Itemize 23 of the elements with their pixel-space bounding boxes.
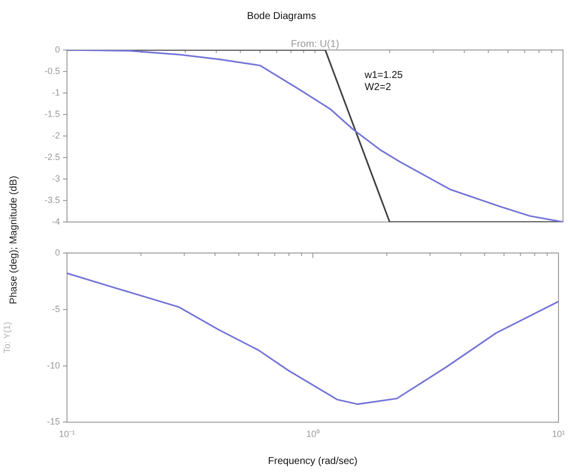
y-tick-label: -3 <box>52 173 60 184</box>
x-tick-label: 10¹ <box>552 429 566 440</box>
y-tick-label: -1.5 <box>44 108 60 119</box>
y-axis-title: To: Y(1) <box>2 322 12 354</box>
y-tick-label: 0 <box>54 247 60 258</box>
x-tick-label: 10⁻¹ <box>58 429 76 440</box>
y-tick-label: -1 <box>52 87 60 98</box>
x-tick-label: 10⁰ <box>306 429 320 440</box>
annotation: From: U(1) <box>290 39 340 50</box>
x-axis-title: Frequency (rad/sec) <box>268 456 358 467</box>
y-tick-label: -2 <box>52 130 60 140</box>
y-axis-title: Phase (deg); Magnitude (dB) <box>8 176 20 304</box>
y-tick-label: -3.5 <box>44 194 60 205</box>
y-tick-label: -2.5 <box>44 152 60 162</box>
y-tick-label: -5 <box>52 304 60 314</box>
y-tick-label: -4 <box>52 216 60 226</box>
y-tick-label: -0.5 <box>44 66 60 76</box>
y-tick-label: -10 <box>46 360 60 370</box>
chart-title: Bode Diagrams <box>247 10 316 22</box>
y-tick-label: -15 <box>46 416 60 427</box>
annotation: W2=2 <box>364 82 392 93</box>
annotation: w1=1.25 <box>364 70 404 81</box>
y-tick-label: 0 <box>54 44 60 54</box>
